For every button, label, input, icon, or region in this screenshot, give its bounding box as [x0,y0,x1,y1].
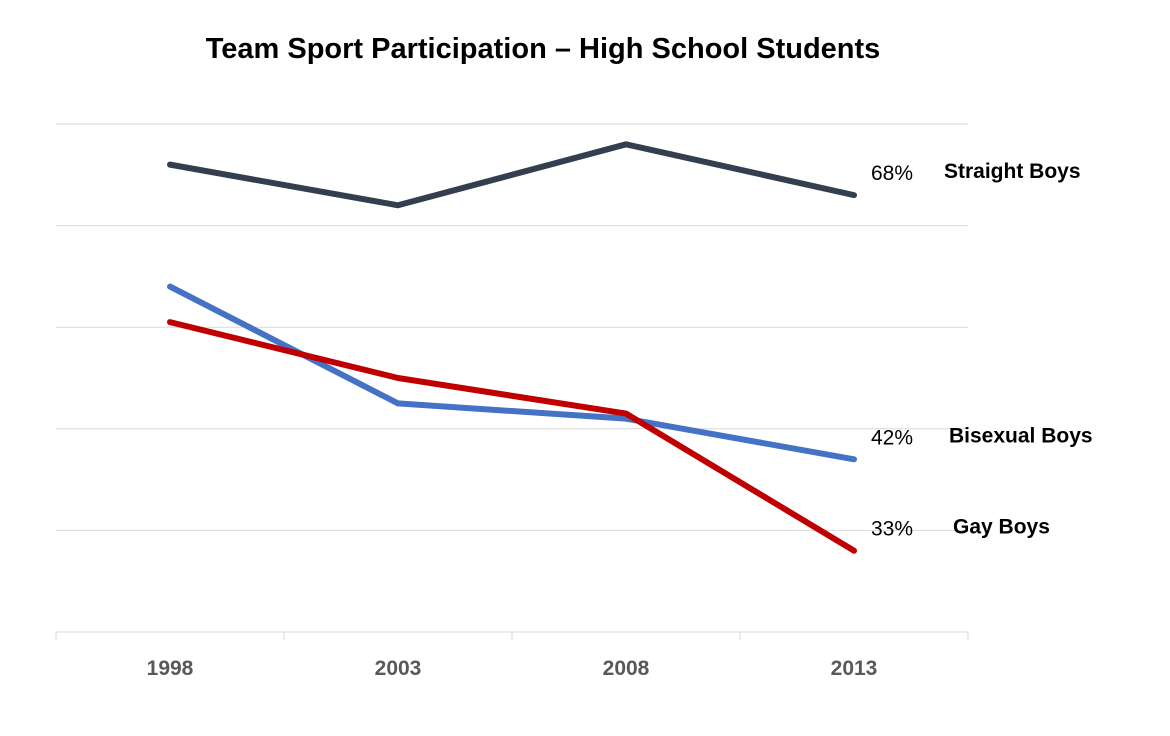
series-line-gay-boys [167,319,857,554]
series-name-label: Straight Boys [944,160,1081,183]
data-label: 42% [871,426,913,449]
x-axis: 1998 2003 2008 2013 [55,631,969,680]
x-tick-label: 2003 [375,657,422,680]
series-labels: 68% Straight Boys 42% Bisexual Boys 33% Gay B… [871,160,1093,541]
series-name-label: Gay Boys [953,516,1050,539]
x-tick-label: 1998 [147,657,194,680]
series-line-bisexual-boys [167,283,857,463]
data-label: 33% [871,518,913,541]
series-lines [167,141,857,554]
data-label: 68% [871,162,913,185]
series-line-straight-boys [167,141,857,209]
x-tick-label: 2008 [603,657,650,680]
chart-title: Team Sport Participation – High School S… [206,33,881,65]
series-name-label: Bisexual Boys [949,424,1093,447]
x-tick-label: 2013 [831,657,878,680]
